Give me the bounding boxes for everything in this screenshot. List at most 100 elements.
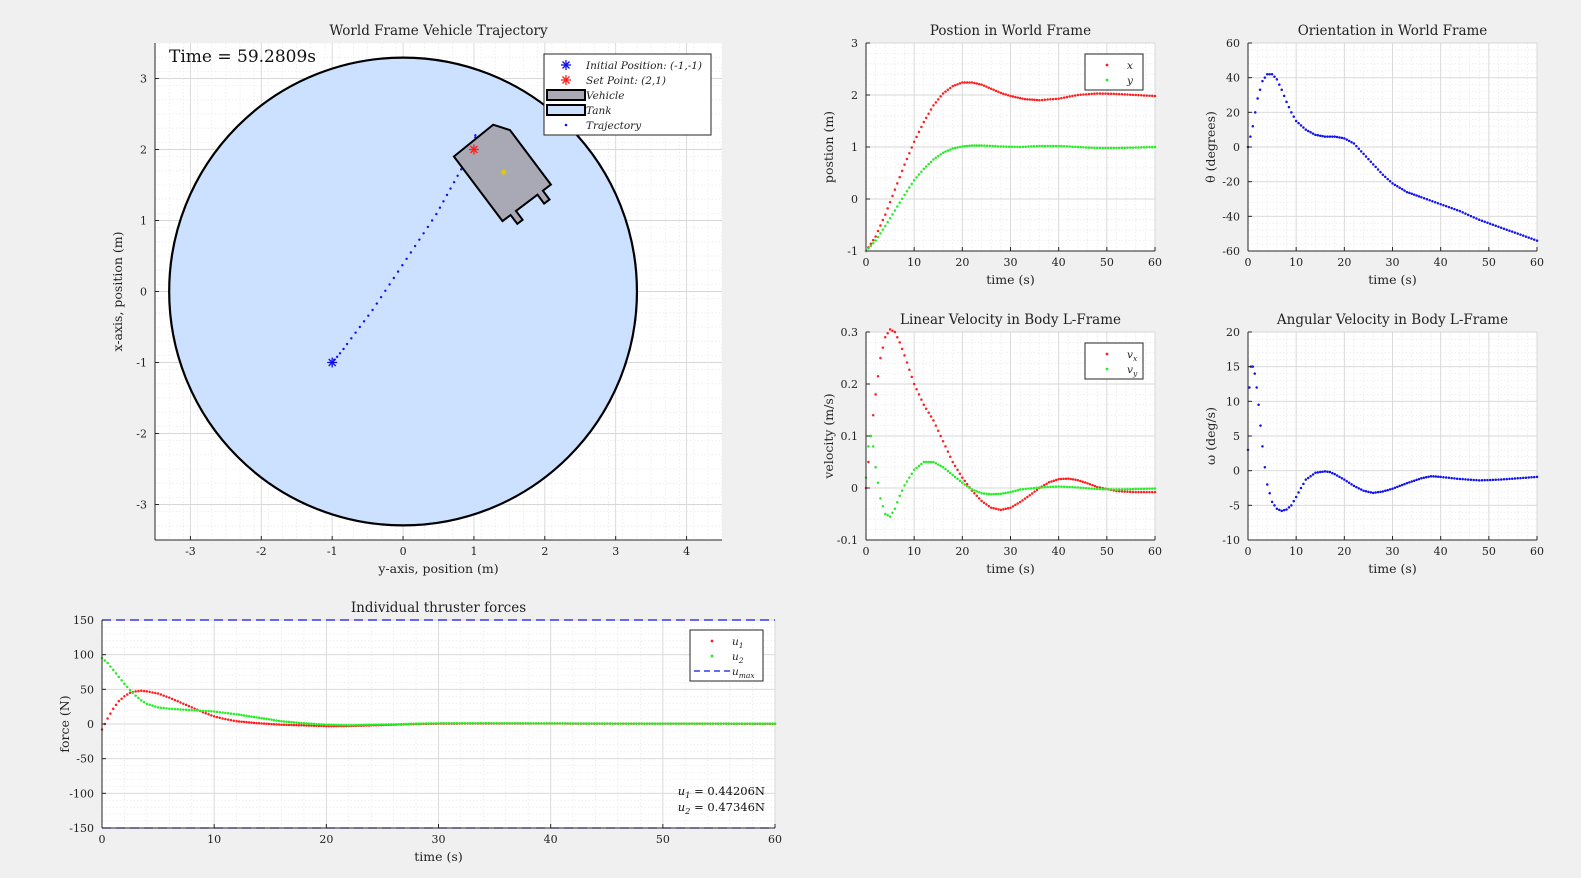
data-point	[953, 464, 957, 468]
data-point	[958, 145, 962, 149]
data-point	[934, 156, 938, 160]
data-point	[903, 354, 906, 357]
data-point	[1049, 144, 1052, 148]
x-tick-label: 20	[955, 256, 969, 269]
y-tick-label: -100	[69, 787, 94, 800]
data-point	[563, 722, 567, 725]
data-point	[956, 146, 959, 149]
data-point	[1120, 488, 1124, 491]
data-point	[881, 346, 885, 349]
data-point	[1016, 96, 1019, 99]
data-point	[277, 719, 281, 723]
data-point	[743, 722, 746, 725]
data-point	[1035, 488, 1039, 492]
axes-angular-velocity: 0 10 20 30 40 50 60 -10 -5 0 5 10 15 20 Angular Veloci…	[1203, 312, 1544, 576]
data-point	[898, 175, 901, 179]
data-point	[193, 707, 196, 710]
data-point	[1519, 233, 1522, 236]
x-tick-label: 0	[863, 545, 870, 558]
data-point	[1076, 486, 1080, 489]
data-point	[672, 722, 675, 725]
data-point	[1335, 474, 1339, 477]
data-point	[1530, 476, 1533, 479]
data-point	[905, 157, 909, 161]
u1-annotation: u1 = 0.44206N	[678, 784, 765, 800]
marker-stroke	[328, 358, 337, 367]
data-point	[312, 724, 316, 727]
data-point	[1268, 72, 1271, 76]
data-point	[1480, 479, 1484, 482]
data-point	[1432, 475, 1435, 478]
data-point	[898, 201, 901, 204]
data-point	[1352, 142, 1356, 145]
y-tick-label: 0	[1233, 465, 1240, 478]
data-point	[929, 108, 933, 111]
data-point	[290, 723, 293, 727]
data-point	[920, 462, 923, 466]
data-point	[994, 89, 998, 93]
data-point	[1483, 220, 1486, 224]
trajectory-point	[375, 302, 379, 305]
data-point	[561, 722, 564, 725]
data-point	[1128, 93, 1132, 96]
data-point	[917, 393, 921, 396]
data-point	[320, 723, 323, 726]
data-point	[1011, 490, 1015, 493]
data-point	[1057, 477, 1060, 481]
chart-title: Linear Velocity in Body L-Frame	[900, 312, 1121, 328]
data-point	[927, 460, 930, 464]
data-point	[951, 84, 954, 88]
data-point	[242, 714, 246, 717]
data-point	[270, 722, 273, 726]
data-point	[315, 722, 318, 726]
data-point	[482, 721, 485, 725]
data-point	[711, 722, 715, 725]
data-point	[1355, 144, 1358, 148]
data-point	[1082, 93, 1085, 96]
data-point	[1064, 477, 1068, 481]
data-point	[1023, 97, 1027, 101]
x-tick-label: 30	[1004, 545, 1018, 558]
data-point	[1046, 98, 1049, 101]
data-point	[1087, 92, 1091, 96]
data-point	[1494, 224, 1497, 227]
data-point	[265, 722, 268, 726]
data-point	[148, 703, 151, 707]
data-point	[746, 722, 749, 725]
data-point	[920, 170, 923, 173]
data-point	[685, 722, 688, 725]
data-point	[1379, 490, 1382, 494]
trajectory-point	[392, 276, 396, 280]
data-point	[934, 424, 938, 427]
data-point	[915, 387, 918, 391]
data-point	[145, 702, 149, 706]
data-point	[1038, 98, 1041, 102]
data-point	[992, 492, 995, 496]
data-point	[968, 81, 971, 84]
data-point	[1021, 499, 1024, 502]
data-point	[1004, 491, 1007, 495]
data-point	[1117, 490, 1121, 493]
data-point	[367, 723, 370, 727]
y-tick-label: 40	[1226, 72, 1240, 85]
y-axis-label: ω (deg/s)	[1203, 407, 1218, 465]
data-point	[1412, 193, 1416, 196]
data-point	[1359, 150, 1363, 153]
data-point	[1513, 231, 1517, 234]
trajectory-point	[367, 314, 370, 317]
data-point	[924, 460, 928, 464]
data-point	[1350, 483, 1353, 486]
data-point	[1415, 194, 1418, 197]
data-point	[1093, 146, 1096, 150]
data-point	[342, 723, 346, 727]
chart-title: Postion in World Frame	[930, 23, 1091, 39]
x-tick-label: 30	[1386, 256, 1400, 269]
data-point	[1340, 136, 1344, 140]
data-point	[429, 722, 433, 725]
legend-label: y	[1126, 75, 1134, 87]
data-point	[874, 393, 877, 396]
data-point	[137, 689, 140, 693]
data-point	[944, 90, 947, 93]
data-point	[1091, 483, 1094, 487]
